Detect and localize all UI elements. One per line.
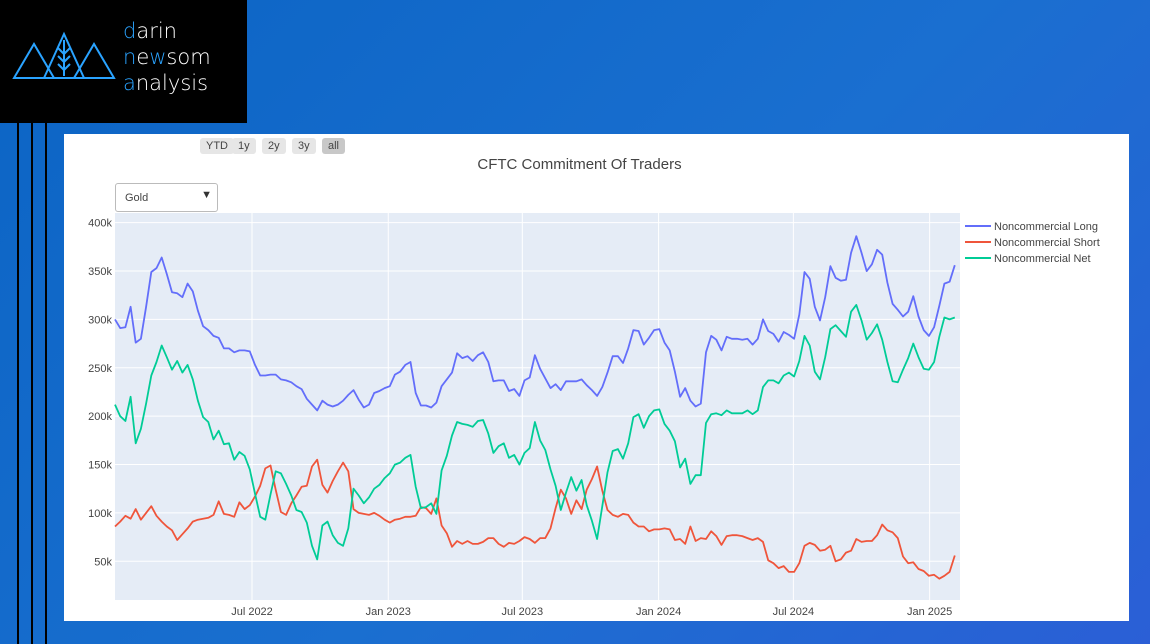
decorative-rule-3 bbox=[45, 123, 47, 644]
range-button-3y[interactable]: 3y bbox=[292, 138, 316, 154]
mountain-wheat-logo-icon bbox=[12, 31, 116, 79]
x-tick-label: Jul 2024 bbox=[773, 606, 815, 618]
y-tick-label: 300k bbox=[88, 314, 112, 326]
range-button-all[interactable]: all bbox=[322, 138, 346, 154]
decorative-rule-2 bbox=[31, 123, 33, 644]
y-tick-label: 350k bbox=[88, 266, 112, 278]
dropdown-selected-value: Gold bbox=[125, 192, 149, 204]
y-tick-label: 200k bbox=[88, 411, 112, 423]
dropdown-caret-icon: ▼ bbox=[201, 189, 212, 201]
x-tick-label: Jan 2024 bbox=[636, 606, 681, 618]
commodity-dropdown[interactable]: Gold ▼ bbox=[115, 183, 218, 212]
plot-area bbox=[115, 213, 960, 600]
x-tick-label: Jan 2023 bbox=[366, 606, 411, 618]
legend-item: Noncommercial Short bbox=[994, 237, 1100, 249]
y-tick-label: 250k bbox=[88, 363, 112, 375]
y-tick-label: 50k bbox=[94, 556, 112, 568]
range-button-1y[interactable]: 1y bbox=[232, 138, 256, 154]
range-button-2y[interactable]: 2y bbox=[262, 138, 286, 154]
line-chart: 50k 100k 150k 200k 250k 300k 350k 400k Jul 2022 J… bbox=[88, 213, 1100, 618]
chart-card: YTD 1y 2y 3y all CFTC Commitment Of Trad… bbox=[64, 134, 1129, 621]
legend-item: Noncommercial Net bbox=[994, 253, 1091, 265]
series-line-noncommercial-net bbox=[114, 303, 956, 561]
y-tick-label: 100k bbox=[88, 508, 112, 520]
y-tick-label: 150k bbox=[88, 460, 112, 472]
y-tick-label: 400k bbox=[88, 218, 112, 230]
brand-name: darin newsom analysis bbox=[123, 19, 211, 95]
x-tick-label: Jan 2025 bbox=[907, 606, 952, 618]
range-button-ytd[interactable]: YTD bbox=[200, 138, 234, 154]
x-tick-label: Jul 2023 bbox=[502, 606, 544, 618]
chart-title: CFTC Commitment Of Traders bbox=[477, 156, 682, 173]
decorative-rule-1 bbox=[17, 123, 19, 644]
x-tick-label: Jul 2022 bbox=[231, 606, 273, 618]
series-line-noncommercial-long bbox=[114, 235, 956, 412]
brand-logo: darin newsom analysis bbox=[0, 0, 247, 123]
legend-item: Noncommercial Long bbox=[994, 221, 1098, 233]
